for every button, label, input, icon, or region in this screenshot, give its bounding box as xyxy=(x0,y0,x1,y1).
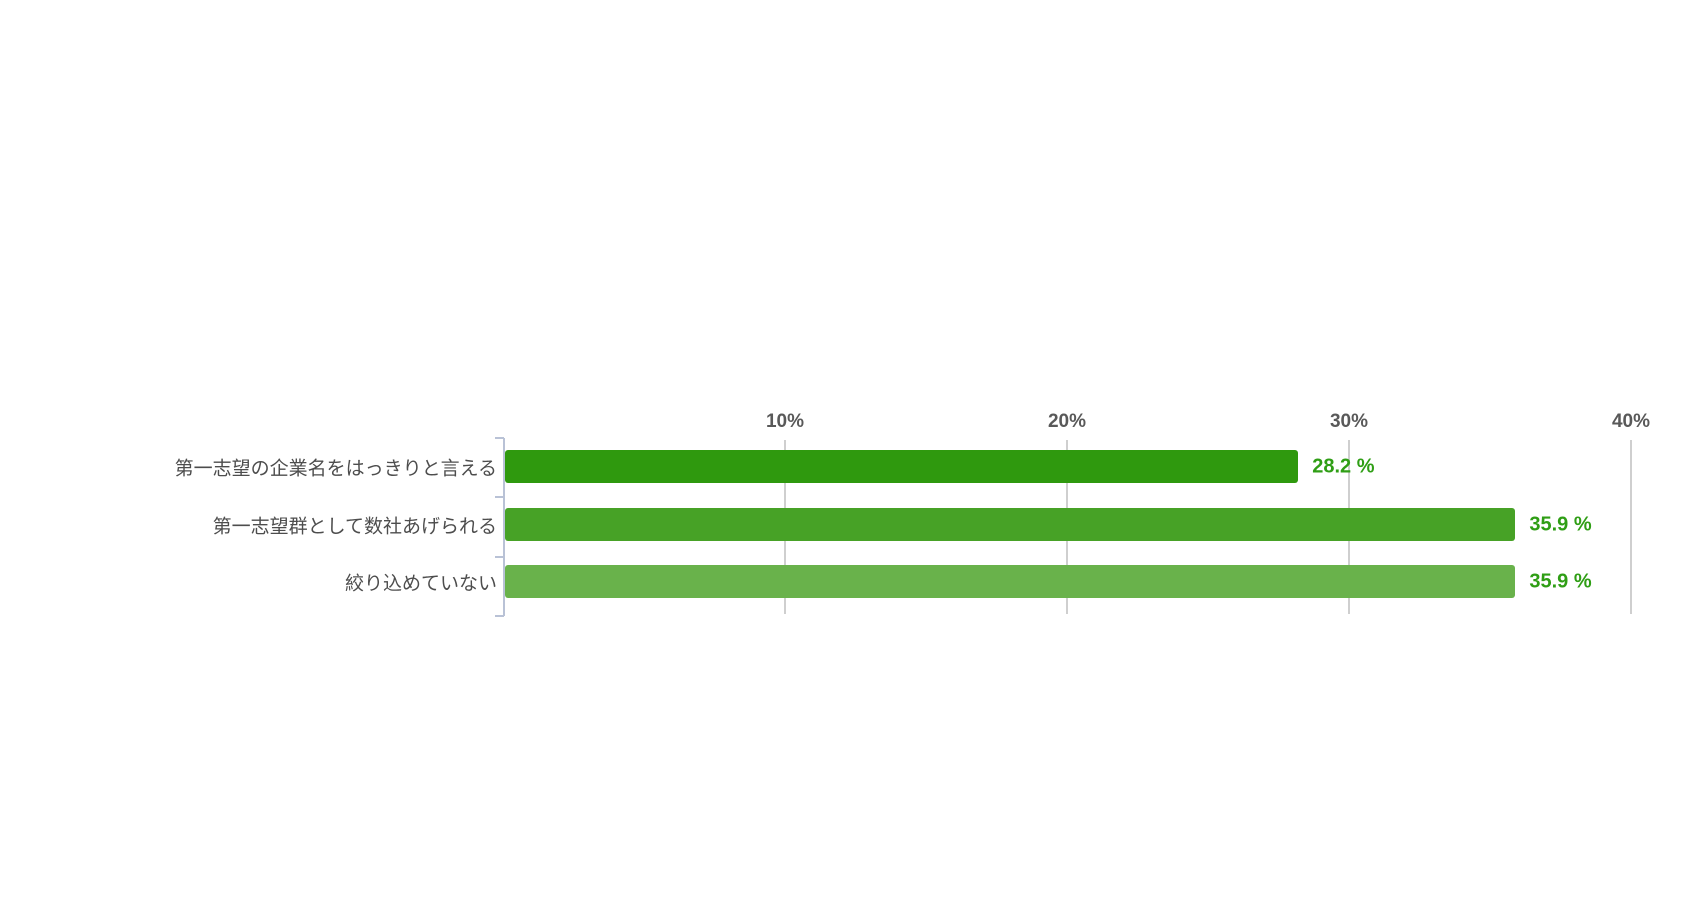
y-axis-line xyxy=(503,438,505,616)
category-label: 第一志望群として数社あげられる xyxy=(212,516,497,537)
x-axis-tick-label: 10% xyxy=(765,411,805,432)
bar xyxy=(505,450,1299,483)
category-label: 絞り込めていない xyxy=(344,573,497,594)
bar xyxy=(505,565,1516,598)
value-label: 35.9 % xyxy=(1529,570,1592,592)
x-axis-tick-label: 30% xyxy=(1329,411,1369,432)
value-label: 28.2 % xyxy=(1312,455,1375,477)
gridline xyxy=(1630,440,1632,614)
x-axis-tick-label: 20% xyxy=(1047,411,1087,432)
value-label: 35.9 % xyxy=(1529,513,1592,535)
y-axis-tick xyxy=(495,555,504,558)
y-axis-tick xyxy=(495,437,504,439)
x-axis-tick-label: 40% xyxy=(1611,411,1651,432)
y-axis-tick xyxy=(495,496,504,499)
category-label: 第一志望の企業名をはっきりと言える xyxy=(174,458,497,479)
bar xyxy=(505,508,1516,541)
y-axis-tick xyxy=(495,615,504,617)
